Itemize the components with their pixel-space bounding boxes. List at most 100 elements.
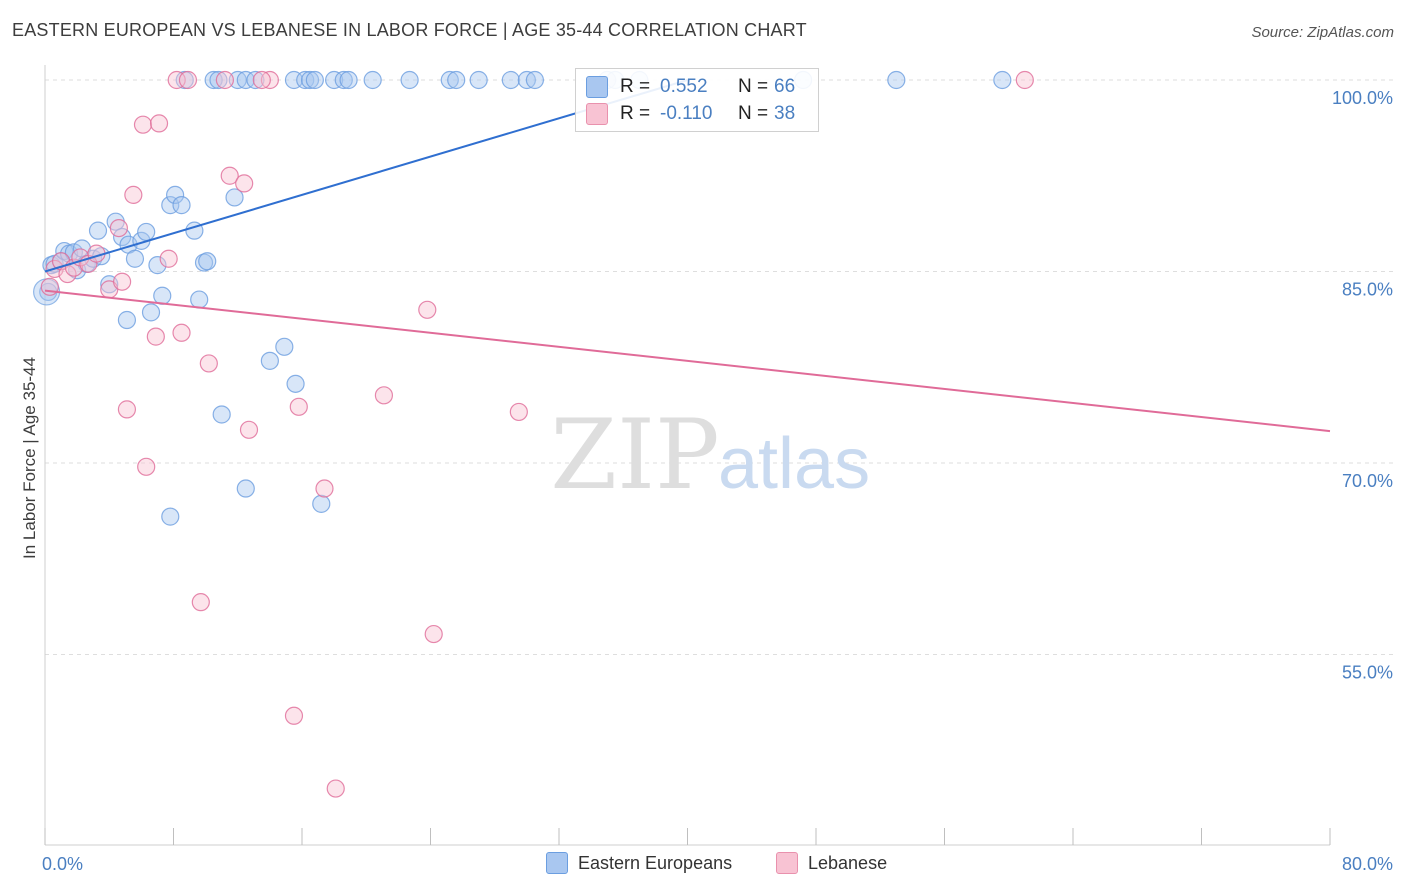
data-point: [159, 249, 178, 268]
data-point: [284, 706, 304, 725]
data-point: [220, 166, 239, 185]
data-point: [236, 70, 255, 90]
data-point: [225, 188, 244, 207]
n-label: N =: [738, 103, 769, 124]
x-tick-label: 0.0%: [42, 854, 83, 874]
source-label: Source: ZipAtlas.com: [1251, 24, 1394, 41]
data-point: [215, 70, 234, 90]
data-point: [191, 593, 210, 612]
y-tick-label: 85.0%: [1342, 280, 1393, 300]
data-point: [190, 290, 209, 309]
data-point: [161, 507, 180, 526]
legend-label: Eastern Europeans: [578, 852, 733, 873]
stats-swatch-blue: [586, 76, 608, 98]
data-point: [509, 402, 528, 422]
data-point: [252, 70, 271, 90]
data-point: [447, 70, 466, 90]
data-point: [212, 405, 231, 424]
data-point: [334, 70, 353, 90]
data-point: [109, 218, 128, 238]
data-point: [199, 354, 218, 373]
data-point: [125, 249, 145, 268]
data-point: [289, 397, 308, 416]
data-point: [117, 310, 137, 330]
gridlines: [45, 79, 1395, 655]
data-point: [374, 386, 394, 405]
data-point: [137, 222, 156, 242]
data-point: [117, 400, 137, 419]
data-point: [525, 70, 545, 90]
data-point: [501, 70, 520, 90]
n-label: N =: [738, 76, 769, 97]
data-point: [325, 70, 344, 90]
data-point: [315, 479, 334, 498]
data-point: [178, 70, 198, 90]
stats-swatch-pink: [586, 103, 608, 125]
watermark: ZIP atlas: [550, 399, 870, 511]
data-point: [305, 70, 324, 90]
data-point: [418, 300, 437, 319]
stats-box: R = 0.552 N = 66 R = -0.110 N = 38: [575, 68, 819, 132]
data-point: [239, 420, 259, 439]
legend-swatch-pink: [776, 852, 798, 874]
data-point: [198, 252, 217, 271]
data-point: [172, 323, 191, 342]
n-value: 66: [774, 76, 796, 97]
data-point: [993, 70, 1012, 90]
r-value: -0.110: [660, 103, 713, 124]
data-point: [137, 457, 156, 476]
trend-lines: [44, 79, 1331, 433]
r-value: 0.552: [660, 76, 708, 97]
y-tick-label: 100.0%: [1332, 88, 1393, 108]
data-point: [153, 286, 172, 305]
legend-item-lebanese[interactable]: Lebanese: [776, 852, 887, 874]
x-tick-label: 80.0%: [1342, 854, 1393, 874]
r-label: R =: [620, 103, 651, 124]
trend-line: [44, 289, 1331, 433]
data-point: [236, 479, 255, 498]
data-point: [112, 272, 132, 291]
data-point: [133, 115, 153, 134]
data-point: [887, 70, 906, 90]
data-point: [363, 70, 382, 90]
data-point: [260, 351, 279, 370]
data-point: [209, 70, 228, 90]
y-tick-label: 55.0%: [1342, 663, 1393, 683]
legend-label: Lebanese: [808, 852, 888, 873]
watermark-zip: ZIP: [550, 399, 719, 511]
data-point: [146, 327, 165, 346]
stats-row-lebanese: R = -0.110 N = 38: [586, 101, 795, 127]
stats-row-eastern-europeans: R = 0.552 N = 66: [586, 74, 795, 100]
data-point: [469, 70, 488, 90]
data-point: [124, 185, 143, 204]
y-tick-label: 70.0%: [1342, 471, 1393, 491]
data-point: [172, 196, 191, 215]
data-point: [339, 70, 358, 90]
data-point: [440, 70, 459, 90]
legend-item-eastern-europeans[interactable]: Eastern Europeans: [546, 852, 732, 874]
data-point: [300, 70, 320, 90]
data-point: [246, 70, 265, 90]
legend: Eastern Europeans Lebanese: [0, 850, 1406, 878]
data-point: [148, 256, 167, 275]
series-lebanese: [40, 70, 1034, 798]
data-point: [326, 779, 345, 798]
data-point: [424, 624, 443, 644]
data-point: [88, 221, 108, 240]
n-value: 38: [774, 103, 796, 124]
data-point: [1015, 70, 1034, 90]
data-point: [312, 494, 331, 513]
data-point: [400, 70, 419, 90]
legend-swatch-blue: [546, 852, 568, 874]
data-point: [141, 303, 161, 322]
tick-labels: 100.0% 85.0% 70.0% 55.0% 0.0% 80.0%: [42, 88, 1393, 874]
data-point: [166, 185, 185, 204]
data-point: [275, 337, 294, 356]
data-point: [149, 114, 169, 133]
data-point: [296, 70, 315, 90]
data-point: [55, 241, 74, 261]
data-point: [286, 374, 305, 393]
watermark-atlas: atlas: [718, 424, 870, 504]
r-label: R =: [620, 76, 651, 97]
